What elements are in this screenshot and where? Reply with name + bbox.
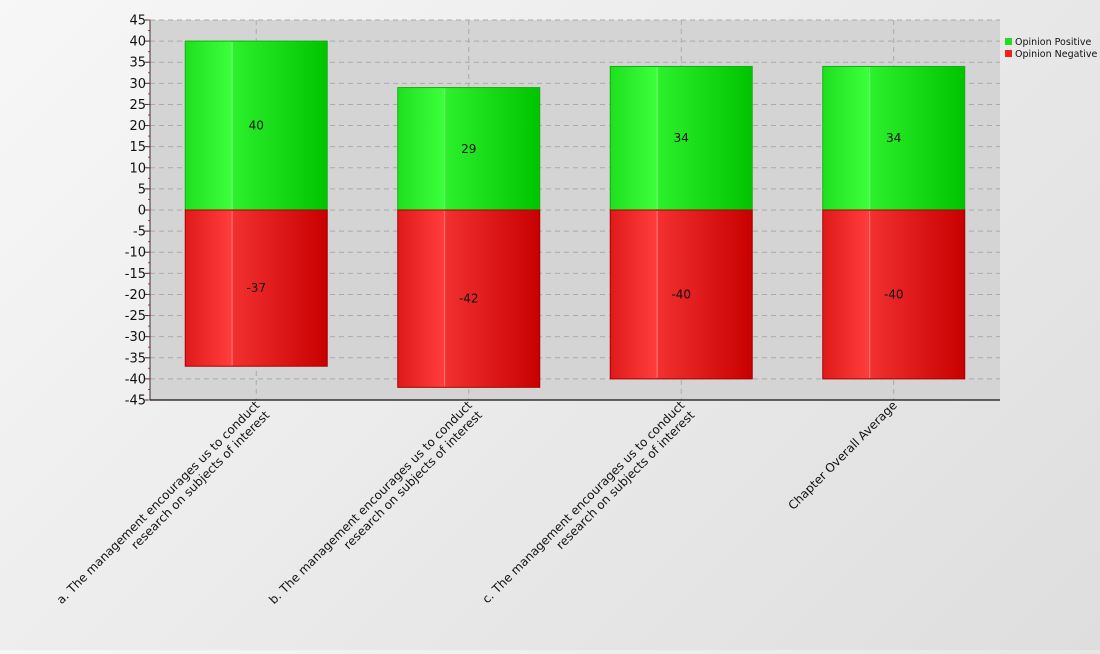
axes: -45 -40 -35 -30 -25 -20 -15 -10 -5 0 5 10 15 20 25 30 35… <box>125 14 1000 409</box>
y-tick-label: 10 <box>129 161 146 176</box>
y-tick-label: 20 <box>129 119 146 134</box>
bar-positive <box>822 65 966 211</box>
bar-negative <box>609 209 753 380</box>
legend-label-positive: Opinion Positive <box>1015 37 1091 48</box>
bar-negative <box>184 209 328 367</box>
y-tick-label: 0 <box>138 204 146 219</box>
category-label-line: research on subjects of interest <box>128 408 272 552</box>
bar-positive <box>609 65 753 211</box>
y-tick-label: 30 <box>129 77 146 92</box>
category-label-line: c. The management encourages us to condu… <box>479 398 687 606</box>
y-tick-label: -25 <box>125 309 146 324</box>
category-label: a. The management encourages us to condu… <box>54 398 273 617</box>
category-label: b. The management encourages us to condu… <box>266 398 485 617</box>
y-tick-label: 15 <box>129 140 146 155</box>
y-tick-label: 45 <box>129 14 146 29</box>
category-label-line: a. The management encourages us to condu… <box>54 398 263 607</box>
category-label-line: research on subjects of interest <box>341 408 485 552</box>
y-tick-label: 40 <box>129 35 146 50</box>
y-tick-label: -5 <box>133 225 146 240</box>
category-label: Chapter Overall Average <box>785 398 899 512</box>
y-tick-label: -15 <box>125 267 146 282</box>
data-label: 34 <box>886 131 901 145</box>
data-label: 29 <box>461 142 476 156</box>
y-tick-label: 5 <box>138 182 146 197</box>
data-label: -40 <box>671 287 691 301</box>
y-tick-label: -30 <box>125 330 146 345</box>
data-label: -40 <box>884 287 904 301</box>
bars <box>184 40 966 388</box>
bar-negative <box>397 209 541 388</box>
data-label: 34 <box>674 131 689 145</box>
y-tick-label: -10 <box>125 246 146 261</box>
y-tick-label: -45 <box>125 394 146 409</box>
category-label: c. The management encourages us to condu… <box>479 398 697 616</box>
category-label-line: Chapter Overall Average <box>785 398 899 512</box>
y-tick-label: -20 <box>125 288 146 303</box>
category-label-line: b. The management encourages us to condu… <box>266 398 475 607</box>
y-tick-label: 35 <box>129 56 146 71</box>
data-label: 40 <box>249 119 264 133</box>
y-tick-label: -40 <box>125 372 146 387</box>
category-label-line: research on subjects of interest <box>553 408 697 552</box>
data-label: -37 <box>246 281 266 295</box>
bar-negative <box>822 209 966 380</box>
legend-swatch-negative <box>1005 50 1012 57</box>
data-label: -42 <box>459 292 479 306</box>
legend-swatch-positive <box>1005 38 1012 45</box>
y-tick-label: 25 <box>129 98 146 113</box>
y-tick-label: -35 <box>125 351 146 366</box>
legend-label-negative: Opinion Negative <box>1015 49 1097 60</box>
